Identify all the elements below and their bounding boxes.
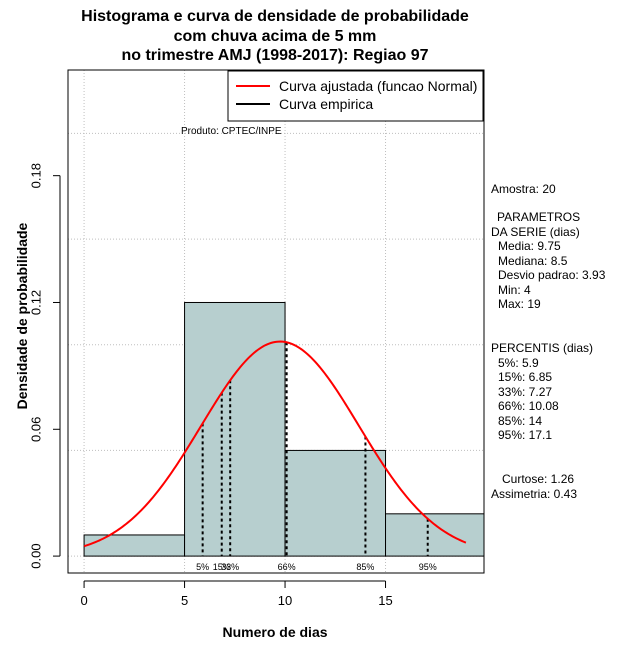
y-axis-label: Densidade de probabilidade bbox=[14, 222, 30, 410]
histogram-bar bbox=[385, 513, 485, 557]
chart-title-line-3: no trimestre AMJ (1998-2017): Regiao 97 bbox=[121, 47, 429, 64]
y-tick-label: 0.00 bbox=[28, 543, 43, 568]
kurtosis: Curtose: 1.26 bbox=[502, 472, 575, 486]
percentiles-title: PERCENTIS (dias) bbox=[491, 341, 594, 355]
normal-fit-curve bbox=[83, 340, 467, 548]
x-tick-label: 10 bbox=[278, 593, 292, 608]
legend-item-empirical: Curva empirica bbox=[279, 96, 373, 112]
param-median: Mediana: 8.5 bbox=[498, 254, 568, 268]
histogram-bar bbox=[284, 449, 387, 557]
y-tick-label: 0.06 bbox=[28, 417, 43, 442]
y-tick-label: 0.18 bbox=[28, 163, 43, 188]
legend-item-normal: Curva ajustada (funcao Normal) bbox=[279, 78, 477, 94]
percentile-95: 95%: 17.1 bbox=[498, 428, 553, 442]
x-tick-label: 15 bbox=[378, 593, 392, 608]
percentile-label: 95% bbox=[419, 562, 437, 572]
sample-size: Amostra: 20 bbox=[491, 182, 556, 196]
percentile-66: 66%: 10.08 bbox=[498, 399, 559, 413]
percentile-85: 85%: 14 bbox=[498, 414, 543, 428]
params-title-2: DA SERIE (dias) bbox=[491, 225, 580, 239]
percentile-label: 5% bbox=[196, 562, 209, 572]
histogram-bar bbox=[184, 301, 286, 557]
percentile-label: 85% bbox=[356, 562, 374, 572]
legend: Curva ajustada (funcao Normal) Curva emp… bbox=[227, 70, 484, 122]
skewness: Assimetria: 0.43 bbox=[491, 487, 578, 501]
param-sd: Desvio padrao: 3.93 bbox=[498, 268, 606, 282]
legend-box bbox=[227, 70, 484, 122]
params-title-1: PARAMETROS bbox=[497, 210, 581, 224]
histogram-bars bbox=[83, 301, 485, 557]
percentile-lines: 5% 15%33% 66% 85% 95% bbox=[196, 342, 437, 572]
percentile-33: 33%: 7.27 bbox=[498, 385, 553, 399]
param-mean: Media: 9.75 bbox=[498, 239, 561, 253]
percentile-5: 5%: 5.9 bbox=[498, 356, 539, 370]
x-axis-label: Numero de dias bbox=[222, 624, 328, 640]
chart-title-line-2: com chuva acima de 5 mm bbox=[173, 28, 377, 45]
percentile-label: 66% bbox=[278, 562, 296, 572]
product-label: Produto: CPTEC/INPE bbox=[181, 126, 282, 137]
percentile-15: 15%: 6.85 bbox=[498, 370, 553, 384]
x-tick-label: 5 bbox=[181, 593, 188, 608]
plot-frame bbox=[67, 69, 485, 574]
x-tick-label: 0 bbox=[80, 593, 87, 608]
x-axis: 0 5 10 15 bbox=[80, 580, 393, 608]
param-max: Max: 19 bbox=[498, 297, 541, 311]
param-min: Min: 4 bbox=[498, 283, 531, 297]
histogram-bar bbox=[83, 534, 186, 557]
chart-title-line-1: Histograma e curva de densidade de proba… bbox=[81, 8, 469, 25]
percentile-label: 33% bbox=[221, 562, 239, 572]
y-axis: 0.00 0.06 0.12 0.18 bbox=[28, 163, 61, 569]
percentile-label: 15% bbox=[213, 562, 231, 572]
y-tick-label: 0.12 bbox=[28, 290, 43, 315]
